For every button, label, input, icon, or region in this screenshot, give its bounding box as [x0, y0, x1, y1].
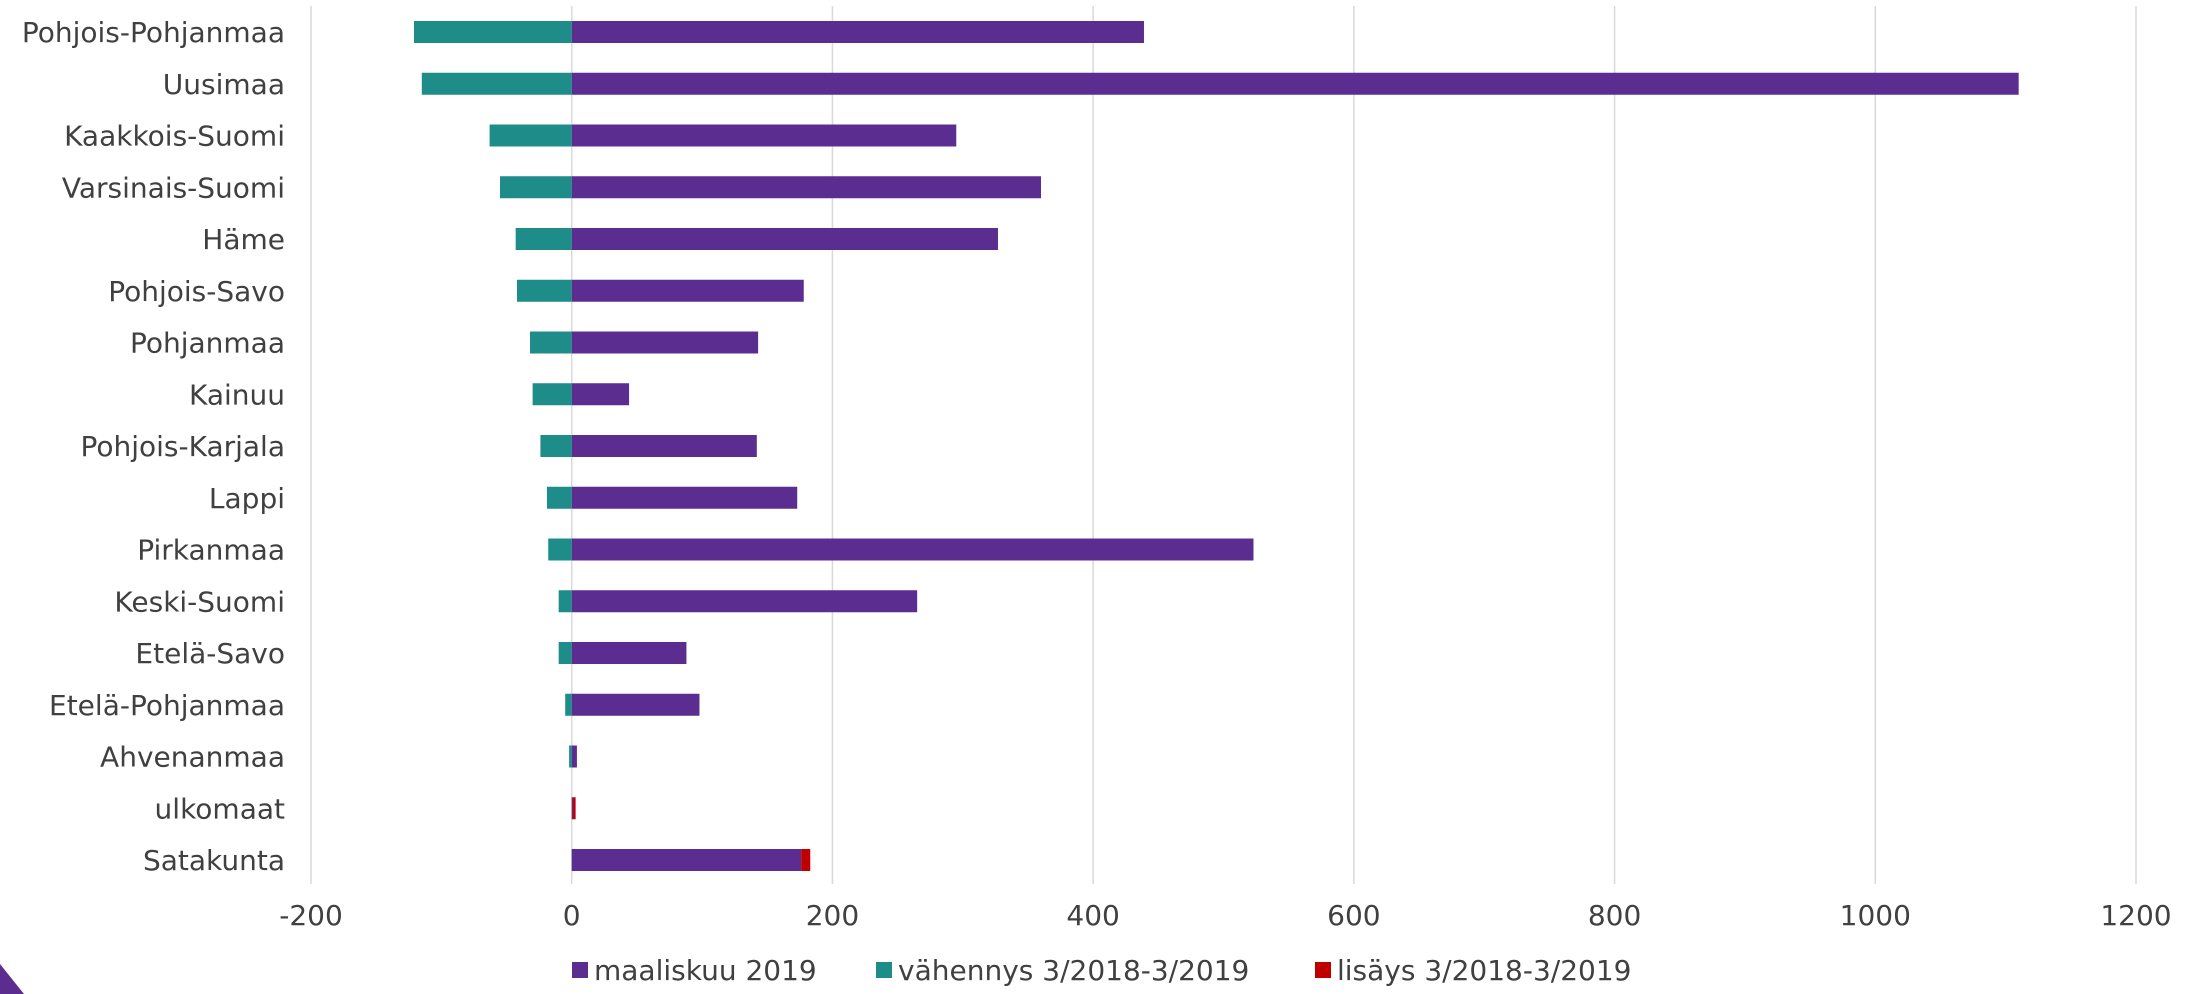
bar-series-1-Uusimaa [421, 72, 572, 95]
legend-swatch-0 [572, 962, 588, 978]
bar-series-0-ulkomaat [571, 797, 574, 820]
category-label: Etelä-Pohjanmaa [49, 689, 285, 722]
legend: maaliskuu 2019 vähennys 3/2018-3/2019 lisä… [572, 954, 1631, 987]
category-label: Keski-Suomi [114, 585, 285, 618]
legend-swatch-2 [1315, 962, 1331, 978]
x-tick-label: 1200 [2100, 899, 2171, 932]
x-tick-label: 600 [1327, 899, 1380, 932]
bar-series-0-Pohjanmaa [571, 331, 759, 354]
corner-accent-shape [0, 964, 24, 994]
bar-series-0-Etelä-Pohjanmaa [571, 693, 700, 716]
bar-series-1-Pohjois-Karjala [540, 435, 572, 457]
legend-swatch-1 [876, 962, 892, 978]
bar-series-0-Uusimaa [571, 72, 2019, 95]
bar-series-1-Pirkanmaa [548, 538, 572, 561]
category-label: Pirkanmaa [137, 534, 285, 567]
bar-series-1-Pohjois-Savo [516, 279, 572, 302]
bar-series-0-Lappi [571, 486, 798, 509]
category-label: Uusimaa [163, 68, 285, 101]
legend-label-2: lisäys 3/2018-3/2019 [1337, 954, 1631, 987]
bar-series-0-Pohjois-Savo [571, 279, 804, 302]
bar-series-2-ulkomaat [573, 797, 576, 820]
category-label: Lappi [209, 482, 285, 515]
bar-series-0-Varsinais-Suomi [571, 176, 1041, 199]
bar-series-1-Kaakkois-Suomi [489, 124, 572, 147]
category-label: Varsinais-Suomi [62, 171, 285, 204]
bars [413, 21, 2019, 871]
bar-series-2-Satakunta [801, 849, 811, 871]
bar-series-0-Ahvenanmaa [571, 745, 577, 768]
bar-series-0-Keski-Suomi [571, 590, 918, 613]
bar-series-0-Kainuu [571, 383, 630, 406]
x-axis-tick-labels: -200 0 200 400 600 800 1000 1200 [279, 899, 2171, 932]
category-label: Pohjanmaa [130, 327, 285, 360]
bar-series-0-Satakunta [571, 849, 802, 871]
category-label: Etelä-Savo [135, 637, 285, 670]
category-label: Pohjois-Pohjanmaa [22, 16, 285, 49]
category-label: Pohjois-Savo [108, 275, 285, 308]
category-label: Ahvenanmaa [100, 741, 285, 774]
bar-series-1-Etelä-Savo [558, 642, 572, 664]
category-label: Pohjois-Karjala [80, 430, 285, 463]
bar-series-1-Etelä-Pohjanmaa [565, 693, 572, 716]
bar-series-0-Kaakkois-Suomi [571, 124, 957, 147]
bar-series-0-Pohjois-Karjala [571, 435, 757, 457]
x-tick-label: 200 [806, 899, 859, 932]
bar-series-0-Etelä-Savo [571, 642, 687, 664]
category-label: Satakunta [143, 844, 285, 877]
category-label: ulkomaat [155, 792, 285, 825]
bar-series-1-Ahvenanmaa [569, 745, 572, 768]
x-tick-label: 0 [563, 899, 581, 932]
category-label: Häme [202, 223, 285, 256]
category-labels: Pohjois-Pohjanmaa Uusimaa Kaakkois-Suomi Va… [22, 16, 285, 877]
bar-series-1-Häme [515, 228, 572, 250]
x-tick-label: 1000 [1840, 899, 1911, 932]
x-tick-label: 800 [1588, 899, 1641, 932]
legend-label-0: maaliskuu 2019 [594, 954, 817, 987]
category-label: Kainuu [189, 378, 285, 411]
bar-series-1-Keski-Suomi [558, 590, 572, 613]
bar-series-0-Pirkanmaa [571, 538, 1254, 561]
bar-series-0-Pohjois-Pohjanmaa [571, 21, 1144, 43]
bar-series-1-Lappi [546, 486, 572, 509]
bar-series-0-Häme [571, 228, 998, 250]
category-label: Kaakkois-Suomi [64, 120, 285, 153]
bar-series-1-Pohjanmaa [530, 331, 572, 354]
bar-series-1-Pohjois-Pohjanmaa [413, 21, 572, 43]
gridlines [310, 6, 2137, 884]
x-tick-label: 400 [1066, 899, 1119, 932]
bar-series-1-Kainuu [532, 383, 572, 406]
x-tick-label: -200 [279, 899, 343, 932]
legend-label-1: vähennys 3/2018-3/2019 [898, 954, 1249, 987]
bar-series-1-Varsinais-Suomi [500, 176, 572, 199]
